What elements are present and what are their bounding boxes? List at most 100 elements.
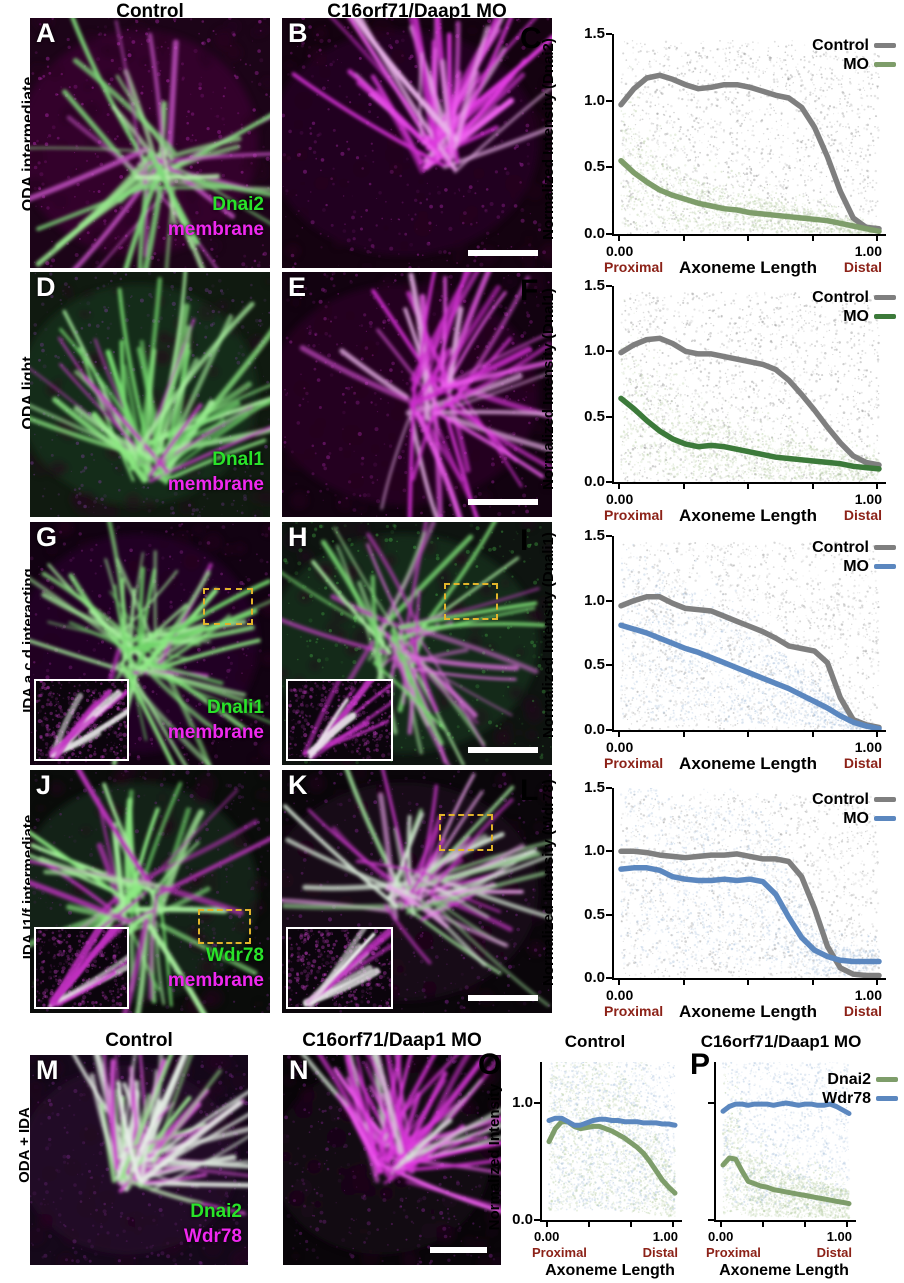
legend-entry: Control	[812, 36, 896, 55]
channel-label-green: Dnai2	[190, 1202, 242, 1221]
inset-zoom-k	[286, 927, 393, 1009]
legend-entry: MO	[812, 809, 896, 828]
panel-label-d: D	[36, 274, 56, 301]
micrograph-image-b	[282, 18, 552, 268]
legend-swatch	[874, 314, 896, 319]
chart-xlabel-p: Axoneme Length	[704, 1262, 864, 1280]
chart-ytick-mark	[606, 33, 612, 35]
chart-ylabel-f: Normalized Intensity (Dnal1)	[540, 288, 557, 490]
chart-xlabel-f: Axoneme Length	[602, 506, 894, 526]
chart-xtick-mark	[876, 483, 878, 489]
chart-panel-f: F Normalized Intensity (Dnal1) 0.0 0.5 1.0 1.…	[520, 272, 904, 525]
chart-ytick-mark	[606, 787, 612, 789]
chart-xtick-number: 1.00	[842, 491, 882, 507]
chart-xtick-mark	[720, 1221, 722, 1227]
chart-ytick-label: 1.0	[565, 92, 605, 109]
chart-ytick-label: 1.5	[565, 277, 605, 294]
micrograph-panel-k: K	[282, 770, 552, 1013]
legend-swatch	[876, 1096, 898, 1101]
chart-xtick-number: 1.00	[638, 1229, 678, 1244]
chart-ylabel-c: Normalized Intensity (Dnai2)	[540, 36, 557, 242]
chart-xtick-sublabel: Distal	[622, 1245, 678, 1260]
legend-swatch	[874, 797, 896, 802]
chart-xtick-mark	[588, 1221, 590, 1227]
channel-label-green: Dnali1	[207, 698, 264, 717]
legend-swatch	[874, 816, 896, 821]
channel-label-magenta: membrane	[168, 723, 264, 742]
chart-xtick-sublabel: Proximal	[604, 1003, 663, 1019]
legend-label: MO	[843, 558, 869, 576]
legend-entry: Wdr78	[822, 1089, 898, 1108]
roi-dashed-box	[444, 582, 498, 621]
chart-panel-i: I Normalized Intensity (Dnali1) 0.0 0.5 1.0 1…	[520, 522, 904, 773]
panel-label-f: F	[520, 276, 538, 306]
inset-zoom-g	[34, 679, 129, 761]
micrograph-panel-e: E	[282, 272, 552, 517]
panel-label-k: K	[288, 772, 308, 799]
scale-bar	[468, 250, 538, 256]
chart-xtick-mark	[618, 979, 620, 985]
chart-ytick-label: 0.0	[565, 225, 605, 242]
chart-ytick-label: 0.0	[565, 721, 605, 738]
chart-ytick-mark	[606, 729, 612, 731]
micrograph-image-e	[282, 272, 552, 517]
channel-label-magenta: membrane	[168, 475, 264, 494]
legend-entry: MO	[812, 557, 896, 576]
chart-xtick-mark	[811, 235, 814, 241]
channel-label-magenta: membrane	[168, 220, 264, 239]
chart-panel-l: L Normalized Intensity (Wdr78) 0.0 0.5 1.0 1.…	[520, 770, 904, 1021]
chart-ytick-label: 0.0	[493, 1211, 533, 1228]
channel-label-green: Dnai2	[212, 195, 264, 214]
legend-swatch	[874, 43, 896, 48]
chart-ytick-label: 0.5	[565, 906, 605, 923]
chart-xtick-mark	[630, 1221, 632, 1227]
micrograph-panel-a: A Dnai2 membrane	[30, 18, 270, 268]
chart-ytick-label: 1.0	[565, 342, 605, 359]
chart-ytick-mark	[606, 285, 612, 287]
chart-ytick-label: 0.5	[565, 408, 605, 425]
chart-ytick-label: 1.0	[493, 1094, 533, 1111]
chart-xtick-mark	[672, 1221, 674, 1227]
chart-xtick-mark	[682, 235, 685, 241]
chart-ytick-mark	[606, 913, 612, 916]
chart-xtick-sublabel: Proximal	[604, 259, 663, 275]
chart-xtick-mark	[876, 731, 878, 737]
plot-area-l	[612, 788, 886, 980]
legend-label: Control	[812, 37, 869, 55]
chart-ytick-mark	[606, 977, 612, 979]
chart-xtick-number: 0.00	[606, 243, 633, 259]
micrograph-image-m	[30, 1055, 248, 1265]
chart-xtick-mark	[747, 483, 749, 489]
chart-legend-c: Control MO	[812, 36, 896, 74]
chart-ylabel-l: Normalized Intensity (Wdr78)	[540, 779, 557, 986]
chart-ytick-label: 1.0	[565, 592, 605, 609]
chart-xtick-mark	[762, 1221, 764, 1227]
chart-ytick-label: 1.5	[565, 527, 605, 544]
panel-label-g: G	[36, 524, 57, 551]
chart-xtick-sublabel: Distal	[826, 755, 882, 771]
micrograph-panel-d: D Dnal1 membrane	[30, 272, 270, 517]
column-header-control: Control	[20, 1, 280, 23]
chart-title-o: Control	[500, 1032, 690, 1052]
legend-entry: MO	[812, 307, 896, 326]
chart-xtick-sublabel: Distal	[826, 259, 882, 275]
plot-area-p	[714, 1062, 856, 1222]
chart-ytick-mark	[606, 850, 612, 853]
chart-xtick-mark	[811, 979, 814, 985]
chart-xtick-mark	[747, 731, 749, 737]
panel-label-j: J	[36, 772, 51, 799]
chart-panel-c: C Normalized Intensity (Dnai2) 0.0 0.5 1.0 1.…	[520, 18, 904, 277]
panel-label-o: O	[478, 1050, 501, 1080]
chart-xtick-number: 0.00	[534, 1229, 559, 1244]
chart-legend-i: Control MO	[812, 538, 896, 576]
legend-swatch	[874, 564, 896, 569]
chart-xtick-number: 0.00	[606, 491, 633, 507]
legend-swatch	[876, 1077, 898, 1082]
chart-xtick-mark	[846, 1221, 848, 1227]
chart-ytick-mark	[606, 535, 612, 537]
legend-entry: Dnai2	[822, 1070, 898, 1089]
plot-area-f	[612, 286, 886, 484]
chart-xtick-mark	[747, 235, 749, 241]
chart-xtick-mark	[747, 979, 749, 985]
